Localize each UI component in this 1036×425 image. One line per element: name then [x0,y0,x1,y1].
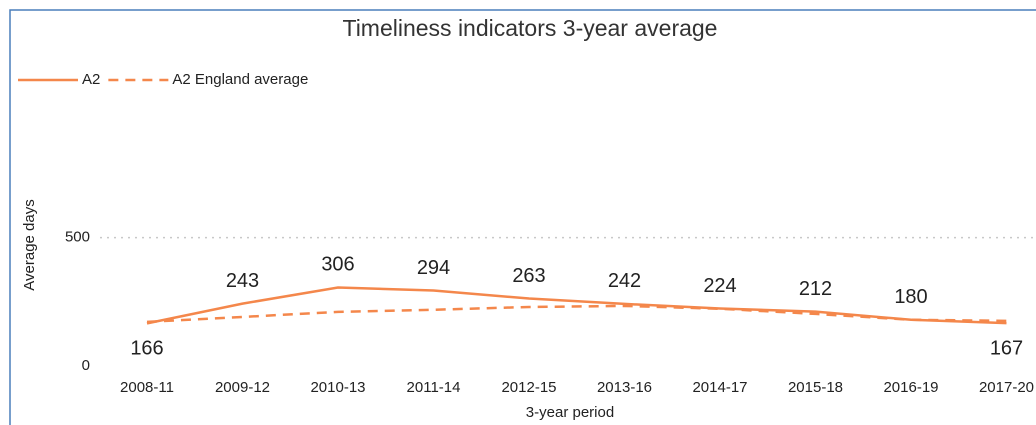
chart-frame [9,9,1036,425]
y-tick-label: 0 [82,357,90,374]
legend-label: A2 England average [172,71,308,88]
data-label: 306 [321,254,354,276]
data-label: 167 [990,337,1023,359]
x-tick-label: 2017-20 [979,379,1034,396]
x-tick-label: 2014-17 [692,379,747,396]
y-axis-label: Average days [21,199,38,290]
x-tick-label: 2011-14 [407,379,461,396]
x-tick-label: 2010-13 [310,379,365,396]
data-label: 243 [226,270,259,292]
x-axis-label: 3-year period [526,404,614,421]
chart-title: Timeliness indicators 3-year average [343,15,718,41]
data-label: 294 [417,257,450,279]
x-tick-label: 2008-11 [120,379,174,396]
data-label: 212 [799,278,832,300]
data-label: 263 [512,265,545,287]
x-tick-label: 2015-18 [788,379,843,396]
y-tick-label: 500 [65,229,90,246]
x-tick-label: 2009-12 [215,379,270,396]
data-label: 242 [608,270,641,292]
x-tick-label: 2012-15 [501,379,556,396]
legend-label: A2 [82,71,100,88]
line-series [146,304,1007,324]
data-label: 180 [894,286,927,308]
x-tick-label: 2016-19 [883,379,938,396]
data-label: 224 [703,275,736,297]
x-tick-label: 2013-16 [597,379,652,396]
data-label: 166 [130,338,163,360]
